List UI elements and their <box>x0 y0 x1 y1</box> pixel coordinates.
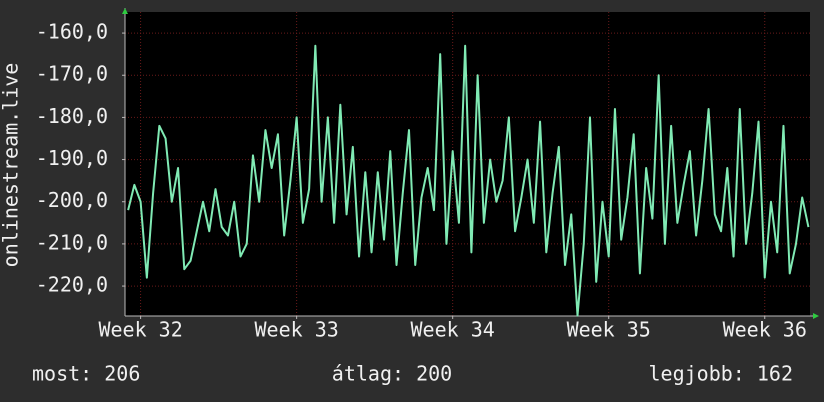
current-value: most: 206 <box>32 362 140 386</box>
best-value: legjobb: 162 <box>649 362 794 386</box>
average-value: átlag: 200 <box>332 362 452 386</box>
x-tick-label: Week 36 <box>723 318 807 342</box>
plot-area <box>125 12 810 316</box>
y-axis-arrow <box>122 8 128 14</box>
data-line <box>127 44 810 317</box>
y-tick-label: -200,0 <box>36 188 108 212</box>
y-axis-label: onlinestream.live <box>0 63 23 268</box>
x-tick-label: Week 32 <box>98 318 182 342</box>
x-axis-arrow <box>813 313 819 319</box>
x-tick-label: Week 34 <box>411 318 495 342</box>
y-tick-label: -180,0 <box>36 104 108 128</box>
y-tick-label: -170,0 <box>36 62 108 86</box>
x-tick-label: Week 35 <box>567 318 651 342</box>
y-tick-label: -220,0 <box>36 273 108 297</box>
y-tick-label: -190,0 <box>36 146 108 170</box>
x-tick-label: Week 33 <box>254 318 338 342</box>
y-tick-label: -160,0 <box>36 20 108 44</box>
y-tick-label: -210,0 <box>36 230 108 254</box>
